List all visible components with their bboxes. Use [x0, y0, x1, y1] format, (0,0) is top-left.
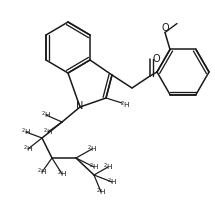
Text: $^{2}$H: $^{2}$H [107, 176, 117, 188]
Text: $^{2}$H: $^{2}$H [37, 166, 47, 178]
Text: $^{2}$H: $^{2}$H [96, 186, 106, 198]
Text: O: O [161, 24, 169, 34]
Text: $^{2}$H: $^{2}$H [120, 99, 130, 111]
Text: $^{2}$H: $^{2}$H [21, 126, 31, 138]
Text: $^{2}$H: $^{2}$H [103, 161, 113, 173]
Text: $^{2}$H: $^{2}$H [87, 143, 97, 155]
Text: N: N [76, 101, 84, 111]
Text: O: O [152, 54, 160, 64]
Text: $^{2}$H: $^{2}$H [23, 143, 33, 155]
Text: $^{2}$H: $^{2}$H [43, 126, 53, 138]
Text: $^{2}$H: $^{2}$H [89, 161, 99, 173]
Text: $^{2}$H: $^{2}$H [41, 109, 51, 121]
Text: $^{2}$H: $^{2}$H [57, 168, 67, 180]
